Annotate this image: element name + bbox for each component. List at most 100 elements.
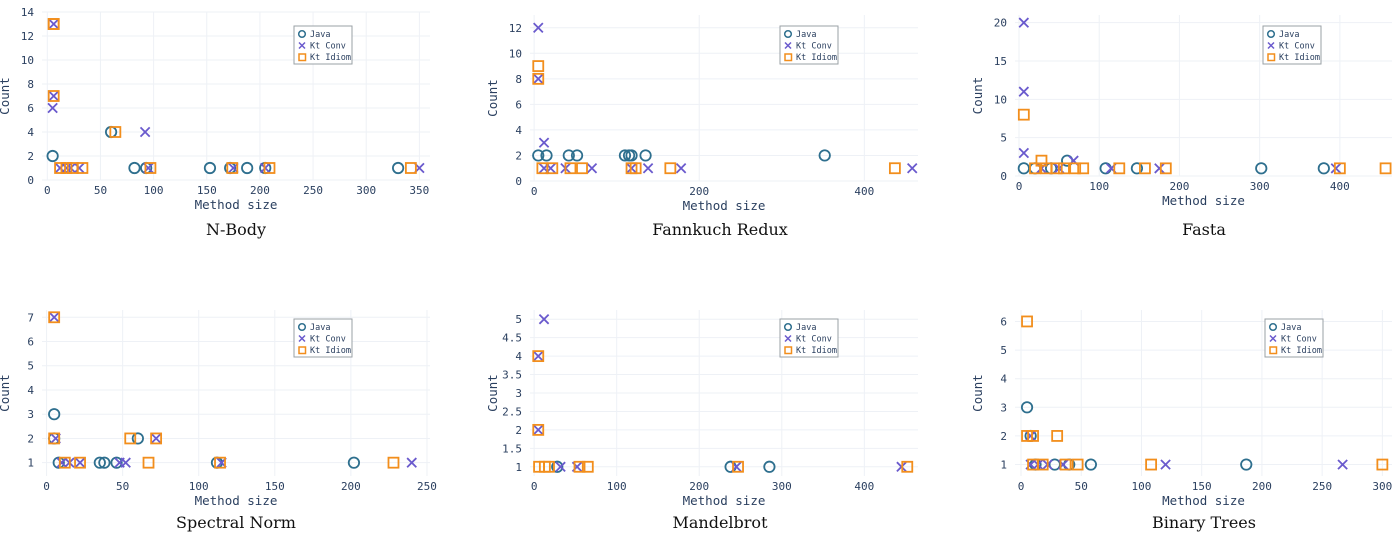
x-tick-label: 0 [44, 184, 51, 197]
legend-square-icon [298, 346, 307, 355]
data-point [144, 162, 157, 174]
y-tick-label: 8 [27, 78, 34, 91]
legend-box [293, 25, 353, 65]
legend-item: Kt Conv [1267, 41, 1315, 52]
legend-label: Java [796, 30, 816, 40]
legend-item: Java [783, 29, 816, 40]
y-tick-label: 1 [1000, 459, 1007, 472]
data-point [1018, 147, 1030, 159]
legend-label: Kt Conv [1279, 42, 1315, 52]
chart-panel-5: 0 100 200 300 400 1 1.5 2 2.5 3 3.5 4 4.5 5 Method siz… [485, 310, 918, 532]
x-tick-label: 250 [417, 480, 437, 493]
data-point [47, 18, 60, 30]
y-tick-label: 12 [509, 22, 522, 35]
data-point [664, 162, 677, 175]
data-point [1058, 162, 1070, 175]
data-point [110, 456, 123, 469]
x-tick-label: 300 [1372, 480, 1392, 493]
series-java [532, 149, 831, 162]
legend-circle-icon [297, 29, 307, 39]
x-tick-label: 0 [531, 480, 538, 493]
chart-panel-4: 0 50 100 150 200 250 1 2 3 4 5 6 7 Method size Count Sp… [0, 310, 437, 532]
legend-x-icon [1267, 41, 1275, 50]
x-tick-label: 300 [772, 480, 792, 493]
legend-item: Kt Idiom [1269, 346, 1322, 356]
legend-circle-icon [297, 322, 307, 332]
chart-title: N-Body [206, 220, 266, 239]
x-tick-label: 100 [607, 480, 627, 493]
data-point [48, 18, 59, 30]
x-tick-label: 150 [1192, 480, 1212, 493]
series-kt-idiom [47, 18, 417, 174]
data-point [564, 162, 577, 175]
series-kt-idiom [1021, 315, 1389, 471]
data-point [1317, 162, 1330, 175]
chart-panel-2: 0 200 400 0 2 4 6 8 10 12 Method size Count Fannkuch… [485, 15, 918, 239]
data-point [1333, 162, 1346, 175]
data-point [1018, 86, 1030, 97]
x-tick-label: 350 [409, 184, 429, 197]
y-tick-label: 10 [994, 93, 1007, 106]
y-tick-label: 3.5 [502, 369, 522, 382]
legend-circle-icon [1268, 322, 1278, 332]
legend-box [779, 25, 839, 65]
data-point [581, 460, 594, 473]
legend-circle-icon [783, 322, 793, 332]
data-point [74, 456, 86, 469]
data-point [128, 161, 141, 175]
data-point [1159, 162, 1172, 175]
series-kt-idiom [532, 60, 901, 175]
data-point [263, 162, 276, 174]
y-tick-label: 10 [509, 47, 522, 60]
data-point [533, 350, 544, 362]
chart-title: Mandelbrot [672, 513, 768, 532]
data-point [54, 162, 66, 174]
legend-square-icon [1269, 346, 1278, 355]
legend-item: Java [1268, 322, 1301, 333]
data-point [562, 149, 575, 162]
data-point [1330, 163, 1342, 174]
x-axis-title: Method size [1162, 493, 1245, 508]
x-axis-title: Method size [683, 198, 766, 213]
data-point [392, 161, 405, 175]
data-point [1050, 162, 1063, 175]
data-point [48, 311, 61, 324]
data-point [532, 423, 545, 436]
data-point [1017, 162, 1030, 175]
y-tick-label: 5 [27, 360, 34, 373]
x-tick-label: 200 [1252, 480, 1272, 493]
x-tick-label: 150 [197, 184, 217, 197]
legend-square-icon [784, 53, 793, 62]
series-kt-idiom [532, 350, 914, 473]
legend-label: Kt Idiom [1279, 53, 1320, 63]
data-point [1077, 162, 1090, 175]
x-tick-label: 300 [1250, 180, 1270, 193]
x-tick-label: 250 [303, 184, 323, 197]
series-kt-conv [533, 22, 918, 174]
y-tick-label: 3 [27, 408, 34, 421]
data-point [76, 162, 89, 174]
y-tick-label: 1 [515, 461, 522, 474]
data-point [74, 457, 86, 468]
legend-square-icon [1267, 53, 1276, 62]
x-tick-label: 400 [854, 480, 874, 493]
data-point [533, 73, 544, 85]
data-point [241, 161, 254, 175]
legend-item: Kt Idiom [1267, 53, 1320, 63]
data-point [48, 90, 59, 102]
data-point [532, 60, 545, 72]
data-point [1021, 430, 1033, 442]
legend-item: Kt Idiom [784, 53, 837, 63]
legend-circle-icon [1266, 29, 1276, 39]
x-axis-title: Method size [1162, 193, 1245, 208]
data-point [347, 456, 361, 469]
x-tick-label: 400 [854, 185, 874, 198]
legend-label: Kt Idiom [310, 53, 351, 63]
data-point [52, 456, 65, 469]
legend-label: Java [310, 323, 330, 333]
data-point [142, 456, 155, 469]
legend-label: Kt Idiom [796, 346, 837, 356]
